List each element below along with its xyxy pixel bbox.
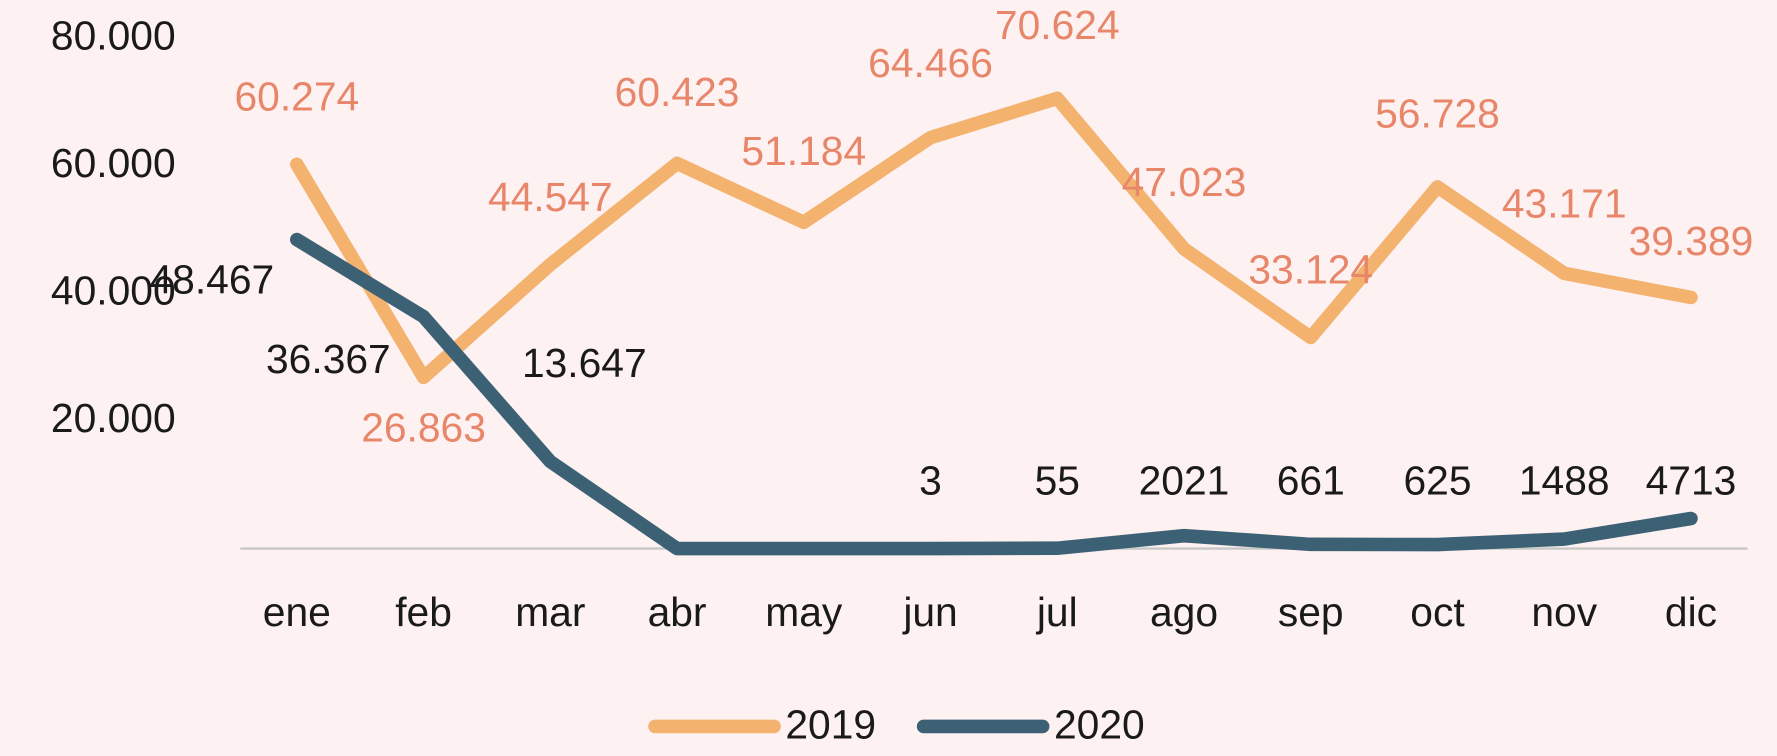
legend-label: 2020	[1054, 701, 1145, 747]
data-label: 55	[1035, 458, 1080, 504]
data-label: 51.184	[741, 128, 866, 174]
y-tick-label: 40.000	[51, 267, 176, 313]
line-series	[290, 91, 1698, 385]
x-tick-label: abr	[648, 589, 707, 635]
data-label: 4713	[1646, 458, 1737, 504]
x-tick-label: sep	[1278, 589, 1344, 635]
data-label: 43.171	[1502, 180, 1627, 226]
data-label: 625	[1403, 458, 1471, 504]
x-tick-label: ene	[263, 589, 331, 635]
y-tick-label: 20.000	[51, 395, 176, 441]
data-label: 44.547	[488, 174, 613, 220]
data-label: 3	[919, 458, 942, 504]
data-label: 47.023	[1122, 159, 1247, 205]
data-label: 56.728	[1375, 90, 1500, 136]
data-label: 64.466	[868, 40, 993, 86]
x-tick-label: mar	[515, 589, 585, 635]
x-tick-label: dic	[1665, 589, 1717, 635]
x-tick-label: nov	[1531, 589, 1597, 635]
data-label: 13.647	[522, 340, 647, 386]
x-tick-label: feb	[395, 589, 452, 635]
x-tick-label: jun	[902, 589, 957, 635]
data-label: 36.367	[266, 336, 391, 382]
x-tick-label: jul	[1036, 589, 1078, 635]
data-label: 26.863	[361, 404, 486, 450]
line-series	[290, 232, 1698, 556]
y-tick-label: 80.000	[51, 12, 176, 58]
data-label: 2021	[1139, 458, 1230, 504]
data-label: 661	[1277, 458, 1345, 504]
data-label: 60.423	[615, 69, 740, 115]
data-label: 39.389	[1629, 218, 1754, 264]
data-label: 33.124	[1248, 247, 1373, 293]
data-label: 1488	[1519, 458, 1610, 504]
x-tick-label: oct	[1410, 589, 1465, 635]
data-label: 60.274	[234, 74, 359, 120]
data-label: 48.467	[149, 256, 274, 302]
legend-label: 2019	[785, 701, 876, 747]
data-label: 70.624	[995, 2, 1120, 48]
y-tick-label: 60.000	[51, 140, 176, 186]
x-tick-label: may	[765, 589, 843, 635]
x-tick-label: ago	[1150, 589, 1218, 635]
